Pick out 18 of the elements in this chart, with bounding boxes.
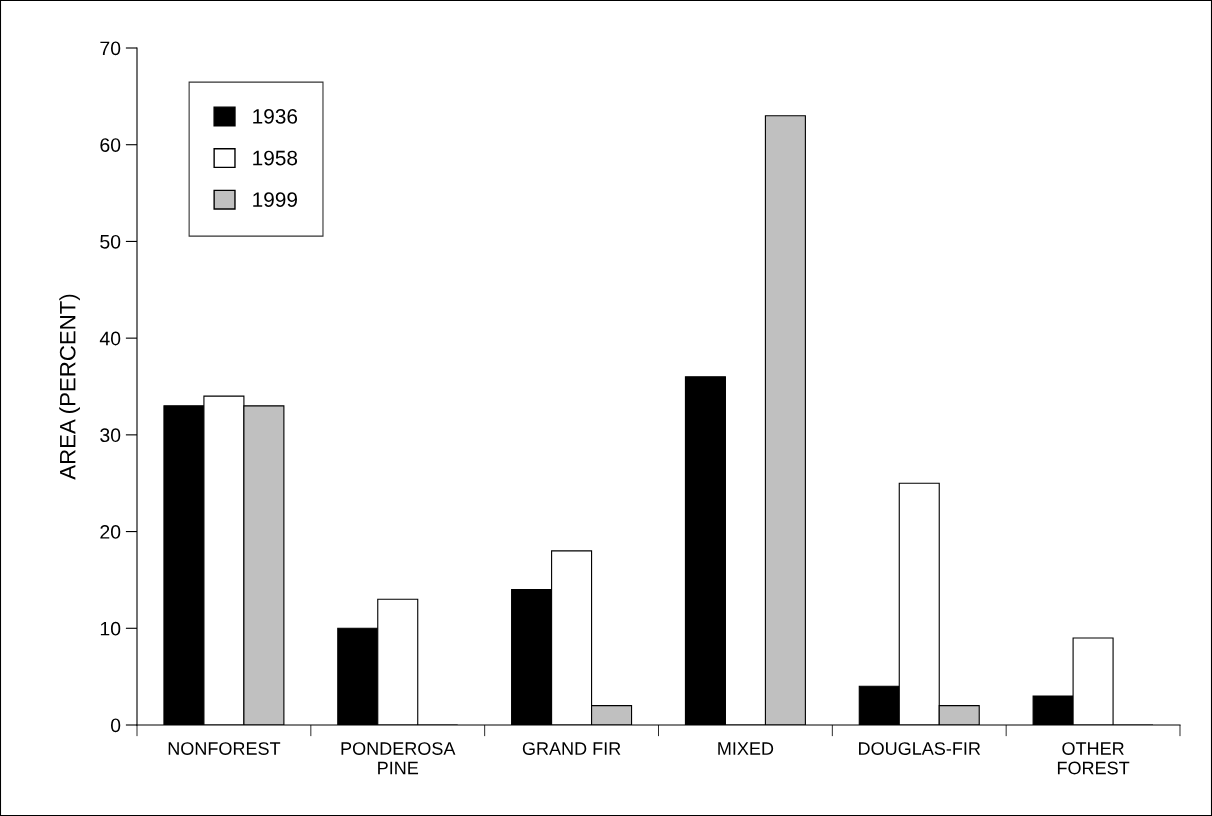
y-axis-title: AREA (PERCENT): [59, 294, 80, 480]
x-tick-label: OTHER FOREST: [1057, 742, 1130, 775]
x-tick-label: NONFOREST: [168, 742, 281, 755]
x-tick-label: PONDEROSA PINE: [341, 742, 456, 775]
y-tick-label: 0: [110, 718, 121, 733]
x-tick-label: DOUGLAS-FIR: [859, 742, 981, 755]
y-tick-label: 50: [100, 234, 121, 249]
y-tick-label: 20: [100, 525, 121, 539]
legend-label: 1958: [253, 150, 298, 166]
legend-label: 1936: [253, 109, 298, 124]
y-tick-label: 40: [99, 331, 121, 346]
y-tick-label: 60: [100, 138, 121, 152]
legend-label: 1999: [253, 192, 297, 207]
y-tick-label: 70: [100, 41, 121, 56]
x-tick-label: GRAND FIR: [522, 742, 621, 755]
y-tick-label: 10: [100, 621, 121, 636]
x-tick-label: MIXED: [718, 742, 774, 755]
y-tick-label: 30: [100, 428, 121, 443]
